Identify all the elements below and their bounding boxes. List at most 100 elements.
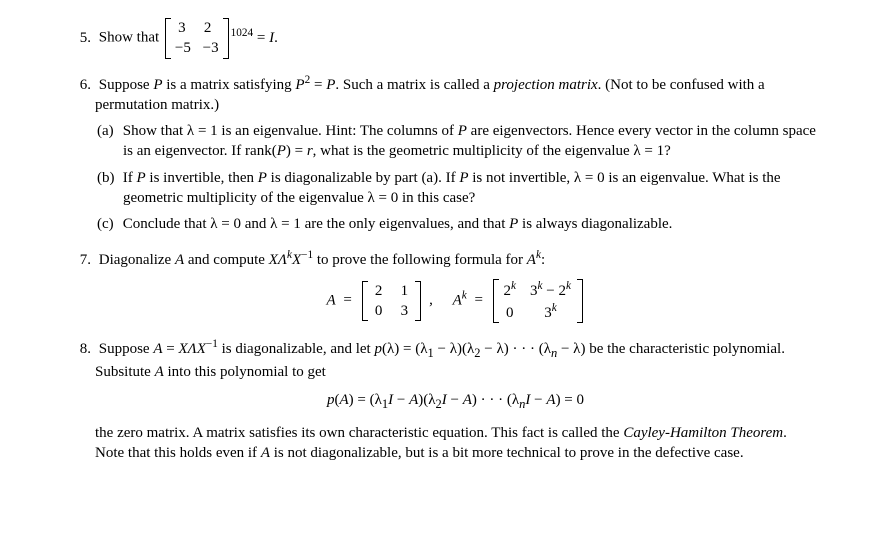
text: is a matrix satisfying	[163, 77, 296, 93]
var-P: P	[277, 143, 286, 159]
text: =	[163, 341, 179, 357]
text: − λ) · · · (λ	[480, 341, 550, 357]
matrix-2x2: 3 2 −5 −3	[165, 18, 229, 59]
var-A: A	[409, 392, 418, 408]
text: Show that	[99, 30, 159, 46]
dot: .	[274, 30, 278, 46]
minus: −	[447, 392, 463, 408]
text: is invertible, then	[146, 170, 258, 186]
expr: XΛ	[269, 252, 287, 268]
text: ) = (λ	[349, 392, 382, 408]
text: is diagonalizable, and let	[218, 341, 375, 357]
cell: 3k	[525, 301, 577, 323]
equals: =	[343, 292, 351, 308]
problem-number: 6.	[73, 75, 95, 95]
cell: 0	[499, 303, 521, 323]
problem-number: 7.	[73, 250, 95, 270]
expr: X	[292, 252, 301, 268]
text: . Such a matrix is called a	[335, 77, 493, 93]
var-A: A	[175, 252, 184, 268]
minus: −	[530, 392, 546, 408]
colon: :	[541, 252, 545, 268]
var-P: P	[258, 170, 267, 186]
text: (λ) = (λ	[382, 341, 428, 357]
var-A: A	[155, 364, 164, 380]
problem-7: 7. Diagonalize A and compute XΛkX−1 to p…	[95, 248, 816, 323]
sup-k: k	[462, 289, 467, 301]
cell: 3	[393, 301, 415, 321]
subpart-a: (a) Show that λ = 1 is an eigenvalue. Hi…	[123, 121, 816, 162]
text: If	[123, 170, 137, 186]
subpart-b: (b) If P is invertible, then P is diagon…	[123, 168, 816, 209]
text: to prove the following formula for	[313, 252, 527, 268]
text: − λ)(λ	[434, 341, 475, 357]
var-P: P	[458, 123, 467, 139]
sup-neg1: −1	[301, 249, 313, 261]
problem-number: 5.	[73, 28, 95, 48]
text: Show that λ = 1 is an eigenvalue. Hint: …	[123, 123, 458, 139]
text: is not diagonalizable, but is a bit more…	[270, 445, 744, 461]
var-p: p	[374, 341, 382, 357]
cell: 2	[197, 18, 219, 38]
sup-neg1: −1	[206, 338, 218, 350]
minus: −	[393, 392, 409, 408]
text: Conclude that λ = 0 and λ = 1 are the on…	[123, 216, 509, 232]
var-P: P	[153, 77, 162, 93]
text: and compute	[184, 252, 269, 268]
sub-number: (c)	[97, 214, 119, 234]
problem-6: 6. Suppose P is a matrix satisfying P2 =…	[95, 73, 816, 235]
problem-number: 8.	[73, 339, 95, 359]
var-A: A	[527, 252, 536, 268]
text: Suppose	[99, 77, 154, 93]
var-A: A	[326, 292, 335, 308]
var-A: A	[463, 392, 472, 408]
equation-display: A = 2 1 0 3 , Ak = 2k 3k − 2k 0 3k	[95, 279, 816, 324]
sub-number: (b)	[97, 168, 119, 188]
theorem-name: Cayley-Hamilton Theorem	[623, 425, 783, 441]
text: Suppose	[99, 341, 154, 357]
text: into this polynomial to get	[164, 364, 326, 380]
cell: 1	[393, 281, 415, 301]
matrix-A: 2 1 0 3	[362, 281, 422, 322]
text: =	[310, 77, 326, 93]
matrix-expression: 3 2 −5 −3 1024 = I.	[163, 30, 278, 46]
var-A: A	[546, 392, 555, 408]
var-P: P	[137, 170, 146, 186]
var-A: A	[339, 392, 348, 408]
text: Diagonalize	[99, 252, 175, 268]
expr: P	[295, 77, 304, 93]
problem-8: 8. Suppose A = XΛX−1 is diagonalizable, …	[95, 337, 816, 464]
cell: −5	[171, 38, 195, 58]
text: ) · · · (λ	[472, 392, 519, 408]
equation-display: p(A) = (λ1I − A)(λ2I − A) · · · (λnI − A…	[95, 390, 816, 413]
cell: 3	[171, 18, 193, 38]
term: projection matrix	[494, 77, 598, 93]
text: is diagonalizable by part (a). If	[267, 170, 459, 186]
cell: −3	[199, 38, 223, 58]
var-A: A	[153, 341, 162, 357]
expr: XΛX	[178, 341, 205, 357]
exponent: 1024	[231, 27, 254, 39]
var-P: P	[326, 77, 335, 93]
var-P: P	[509, 216, 518, 232]
text: ) =	[286, 143, 307, 159]
var-A: A	[261, 445, 270, 461]
text: the zero matrix. A matrix satisfies its …	[95, 425, 623, 441]
cell: 2k	[499, 279, 521, 301]
cell: 2	[368, 281, 390, 301]
equals: =	[475, 292, 483, 308]
equals: =	[257, 30, 269, 46]
subpart-c: (c) Conclude that λ = 0 and λ = 1 are th…	[123, 214, 816, 234]
comma: ,	[429, 292, 433, 308]
matrix-Ak: 2k 3k − 2k 0 3k	[493, 279, 583, 324]
sub-number: (a)	[97, 121, 119, 141]
var-P: P	[459, 170, 468, 186]
cell: 3k − 2k	[525, 279, 577, 301]
text: is always diagonalizable.	[518, 216, 672, 232]
cell: 0	[368, 301, 390, 321]
problem-5: 5. Show that 3 2 −5 −3 1024 = I.	[95, 18, 816, 59]
text: )(λ	[418, 392, 435, 408]
var-A: A	[453, 292, 462, 308]
text: ) = 0	[556, 392, 584, 408]
text: , what is the geometric multiplicity of …	[313, 143, 671, 159]
